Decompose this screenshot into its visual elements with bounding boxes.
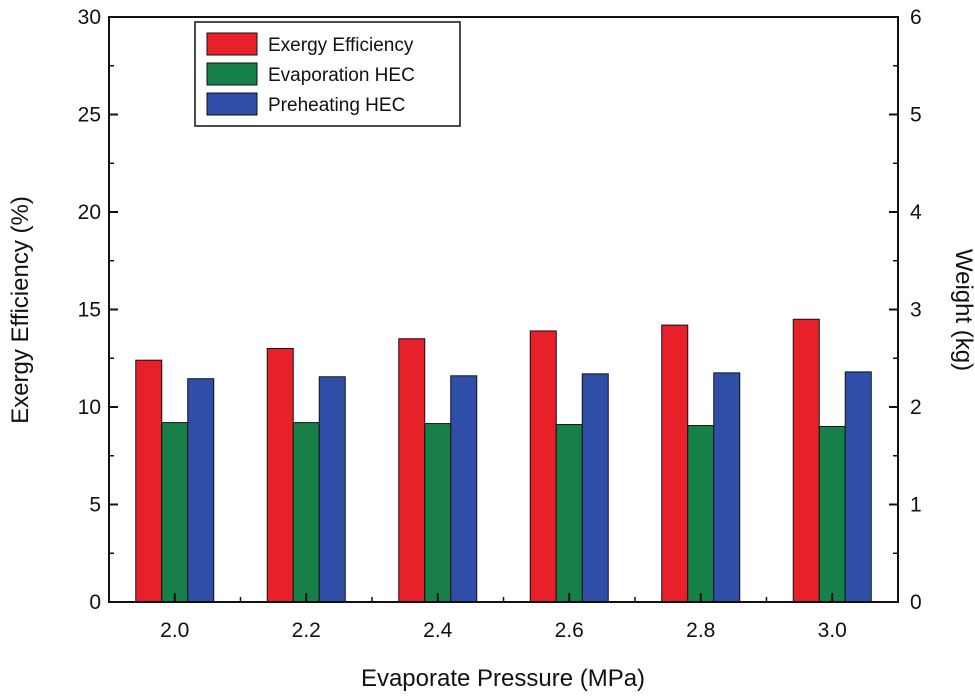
y-tick-label: 5 xyxy=(89,494,101,517)
bar-exergy-efficiency xyxy=(398,338,426,603)
y2-tick-label: 1 xyxy=(910,494,922,517)
legend-swatch xyxy=(206,92,258,116)
bar-evaporation-hec xyxy=(818,426,846,603)
x-axis-title: Evaporate Pressure (MPa) xyxy=(361,665,645,692)
y-tick-label: 10 xyxy=(78,396,101,419)
legend: Exergy Efficiency Evaporation HEC Preheati… xyxy=(194,21,461,127)
bar-preheating-hec xyxy=(318,376,346,603)
bar-preheating-hec xyxy=(713,372,741,603)
bar-evaporation-hec xyxy=(555,424,583,603)
bar-exergy-efficiency xyxy=(266,348,294,603)
x-tick-label: 2.4 xyxy=(423,619,453,642)
x-tick-label: 2.2 xyxy=(292,619,321,642)
y2-tick-label: 0 xyxy=(910,591,922,614)
bar-exergy-efficiency xyxy=(135,359,163,603)
y2-tick-label: 2 xyxy=(910,396,922,419)
bar-evaporation-hec xyxy=(161,422,189,603)
y2-tick-label: 6 xyxy=(910,6,922,29)
bar-evaporation-hec xyxy=(424,423,452,603)
y-tick-label: 25 xyxy=(78,104,101,127)
x-tick-label: 2.6 xyxy=(555,619,584,642)
axes-group: 0 5 10 15 20 25 30 0 1 2 3 4 5 6 2.0 2.2 2.4 2.6 2.8 3.0 xyxy=(78,6,922,642)
y-axis-title: Exergy Efficiency (%) xyxy=(7,196,34,424)
y2-tick-label: 5 xyxy=(910,104,922,127)
legend-label: Evaporation HEC xyxy=(268,65,415,86)
bar-preheating-hec xyxy=(450,375,478,603)
x-tick-label: 2.0 xyxy=(160,619,189,642)
legend-swatch xyxy=(206,62,258,86)
bar-evaporation-hec xyxy=(687,425,715,603)
bar-preheating-hec xyxy=(581,373,609,603)
legend-swatch xyxy=(206,32,258,56)
bar-exergy-efficiency xyxy=(792,318,820,603)
y2-tick-label: 3 xyxy=(910,299,922,322)
bar-preheating-hec xyxy=(844,371,872,603)
y-tick-label: 15 xyxy=(78,299,101,322)
bar-preheating-hec xyxy=(187,378,215,603)
x-tick-label: 3.0 xyxy=(818,619,847,642)
y-tick-label: 20 xyxy=(78,201,101,224)
y-tick-label: 0 xyxy=(89,591,101,614)
y-tick-label: 30 xyxy=(78,6,101,29)
bars-group xyxy=(135,318,872,603)
bar-evaporation-hec xyxy=(292,422,320,603)
legend-label: Exergy Efficiency xyxy=(268,35,414,56)
legend-label: Preheating HEC xyxy=(268,95,405,116)
x-tick-label: 2.8 xyxy=(686,619,715,642)
bar-exergy-efficiency xyxy=(529,330,557,603)
y2-axis-title: Weight (kg) xyxy=(950,249,975,371)
y2-tick-label: 4 xyxy=(910,201,922,224)
bar-exergy-efficiency xyxy=(661,324,689,603)
